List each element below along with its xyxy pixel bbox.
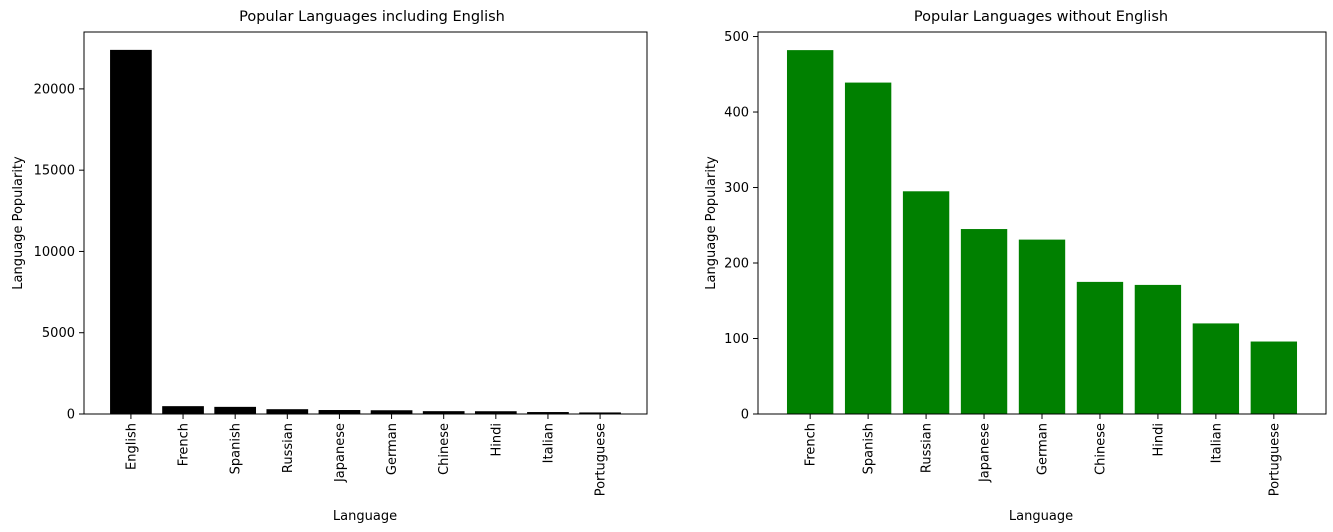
- y-tick-label: 300: [724, 181, 749, 196]
- chart-including-english: Popular Languages including English Lang…: [11, 9, 648, 524]
- bar-english: [110, 49, 152, 414]
- x-tick-label: German: [385, 423, 400, 475]
- bar-spanish: [844, 82, 892, 414]
- x-tick-label: Hindi: [1151, 423, 1166, 457]
- bar-japanese: [318, 410, 361, 414]
- y-tick-label: 100: [724, 332, 749, 347]
- x-tick-label: Italian: [1209, 423, 1224, 463]
- x-tick-label: Chinese: [437, 423, 452, 475]
- bar-italian: [527, 412, 569, 414]
- y-ticks: 0 5000 10000 15000 20000: [34, 82, 84, 423]
- x-tick-label: Italian: [541, 423, 556, 463]
- y-tick-label: 15000: [34, 164, 75, 179]
- bar-italian: [1192, 323, 1240, 414]
- y-tick-label: 0: [67, 408, 75, 423]
- x-ticks: English French Spanish Russian Japanese Germa…: [124, 414, 609, 496]
- y-tick-label: 10000: [34, 245, 75, 260]
- y-tick-label: 200: [724, 257, 749, 272]
- x-tick-label: Chinese: [1093, 423, 1108, 475]
- x-tick-label: German: [1036, 423, 1051, 475]
- x-tick-label: Portuguese: [594, 423, 609, 496]
- bars: [786, 50, 1298, 415]
- y-axis-label: Language Popularity: [704, 156, 719, 290]
- x-tick-label: Russian: [281, 423, 296, 473]
- x-axis-label: Language: [333, 509, 397, 524]
- y-tick-label: 20000: [34, 82, 75, 97]
- bar-portuguese: [579, 412, 621, 414]
- bar-spanish: [214, 406, 257, 414]
- bar-hindi: [1134, 284, 1182, 414]
- x-tick-label: Spanish: [229, 423, 244, 474]
- bar-russian: [266, 409, 309, 414]
- chart-without-english: Popular Languages without English Langua…: [704, 9, 1327, 524]
- bar-german: [370, 410, 413, 414]
- y-axis-label: Language Popularity: [11, 156, 26, 290]
- y-tick-label: 500: [724, 30, 749, 45]
- bar-chinese: [1076, 281, 1124, 414]
- x-tick-label: Hindi: [489, 423, 504, 457]
- bar-german: [1018, 239, 1066, 414]
- plot-frame: [757, 31, 1327, 415]
- x-tick-label: English: [124, 423, 139, 470]
- plot-frame: [83, 31, 648, 415]
- y-ticks: 0 100 200 300 400 500: [724, 30, 758, 423]
- x-tick-label: Japanese: [978, 423, 993, 483]
- bar-portuguese: [1250, 341, 1298, 414]
- x-tick-label: Japanese: [333, 423, 348, 483]
- bar-chinese: [422, 411, 465, 414]
- y-tick-label: 400: [724, 106, 749, 121]
- y-tick-label: 0: [741, 408, 749, 423]
- x-ticks: French Spanish Russian Japanese German Chines…: [804, 414, 1282, 496]
- x-axis-label: Language: [1009, 509, 1073, 524]
- bar-russian: [902, 191, 950, 414]
- x-tick-label: Portuguese: [1267, 423, 1282, 496]
- bar-french: [162, 406, 204, 414]
- bar-japanese: [960, 229, 1008, 414]
- y-tick-label: 5000: [42, 326, 75, 341]
- bars: [110, 49, 621, 414]
- bar-hindi: [474, 411, 517, 414]
- chart-title: Popular Languages without English: [914, 9, 1168, 25]
- x-tick-label: French: [804, 423, 819, 466]
- chart-title: Popular Languages including English: [239, 9, 505, 25]
- x-tick-label: French: [177, 423, 192, 466]
- x-tick-label: Russian: [920, 423, 935, 473]
- x-tick-label: Spanish: [862, 423, 877, 474]
- bar-french: [786, 50, 834, 415]
